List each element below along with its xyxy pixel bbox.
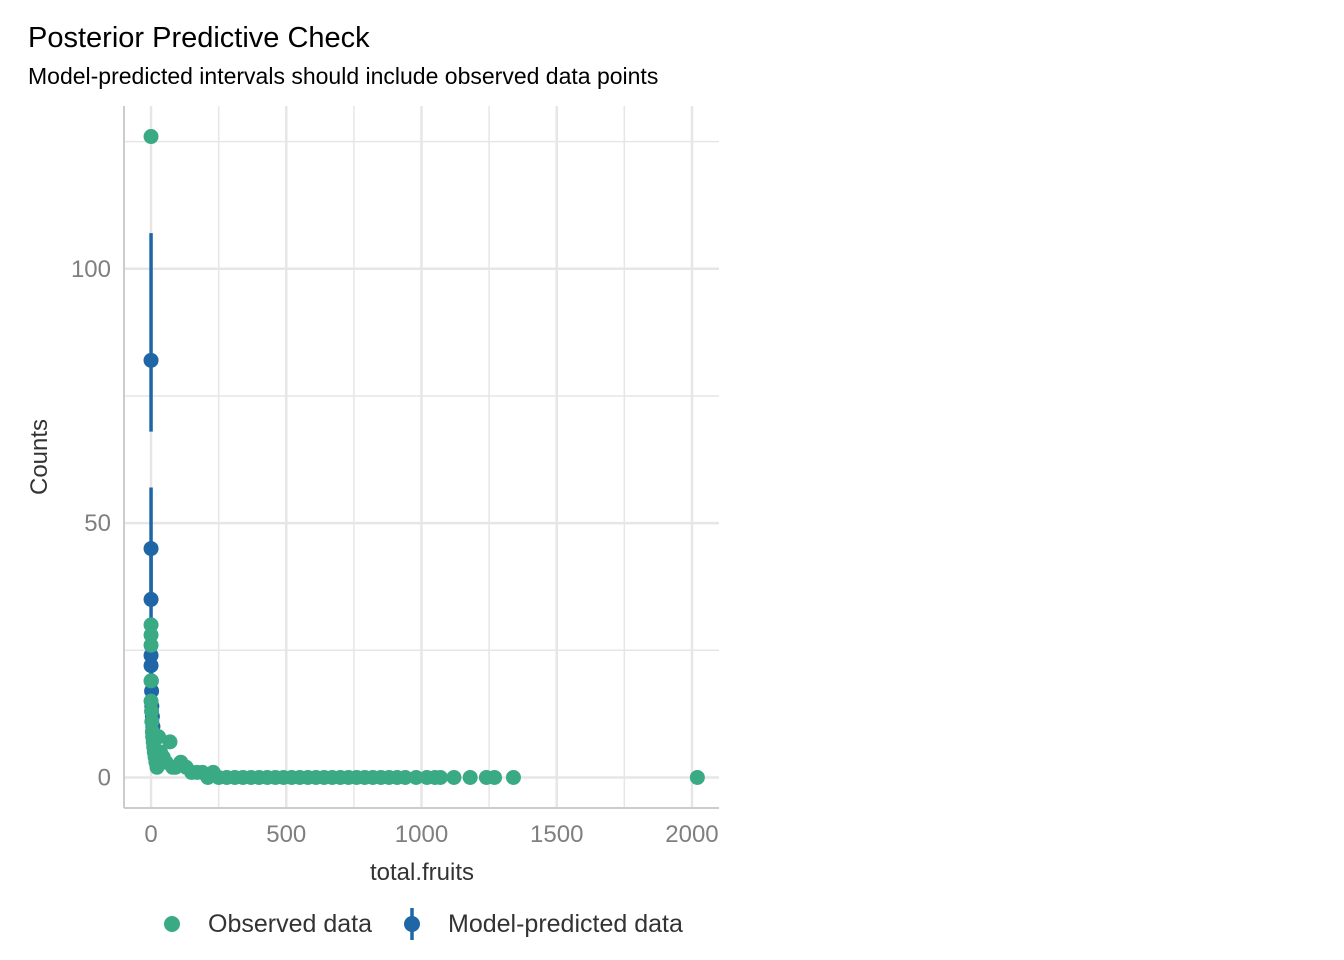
observed-point <box>143 673 159 689</box>
observed-point <box>446 769 462 785</box>
x-tick-label: 500 <box>266 821 306 848</box>
x-tick-label: 1000 <box>395 821 448 848</box>
predicted-point <box>143 352 159 368</box>
chart-subtitle: Model-predicted intervals should include… <box>28 63 659 89</box>
axes: 0 500 1000 1500 2000 0 50 100 <box>71 106 719 848</box>
predicted-key-icon <box>404 908 420 940</box>
x-axis-label: total.fruits <box>370 859 474 886</box>
observed-point <box>397 769 413 785</box>
x-tick-label: 1500 <box>530 821 583 848</box>
predicted-point <box>143 541 159 557</box>
legend: Observed data Model-predicted data <box>160 904 711 944</box>
legend-label-predicted: Model-predicted data <box>448 909 683 938</box>
chart-title: Posterior Predictive Check <box>28 22 370 54</box>
observed-point <box>143 637 159 653</box>
predicted-point <box>143 591 159 607</box>
observed-point <box>432 769 448 785</box>
observed-point <box>151 729 167 745</box>
chart-plot: 0 500 1000 1500 2000 0 50 100 total.fruits Coun… <box>26 106 719 886</box>
legend-label-observed: Observed data <box>208 909 372 938</box>
observed-point <box>162 734 178 750</box>
observed-key-icon <box>164 916 180 932</box>
observed-point <box>462 769 478 785</box>
legend-item-observed: Observed data <box>160 904 372 944</box>
y-tick-label: 0 <box>98 764 111 791</box>
x-tick-label: 0 <box>144 821 157 848</box>
grid <box>124 106 719 808</box>
observed-point <box>143 129 159 145</box>
axis-labels: total.fruits Counts <box>26 419 474 886</box>
predicted-point <box>143 658 159 674</box>
y-tick-label: 50 <box>84 510 111 537</box>
y-tick-label: 100 <box>71 256 111 283</box>
legend-item-predicted: Model-predicted data <box>400 904 683 944</box>
observed-point <box>487 769 503 785</box>
observed-point <box>689 769 705 785</box>
y-axis-label: Counts <box>26 419 53 495</box>
observed-series <box>143 129 705 785</box>
x-tick-label: 2000 <box>665 821 718 848</box>
observed-point <box>505 769 521 785</box>
observed-point <box>408 769 424 785</box>
